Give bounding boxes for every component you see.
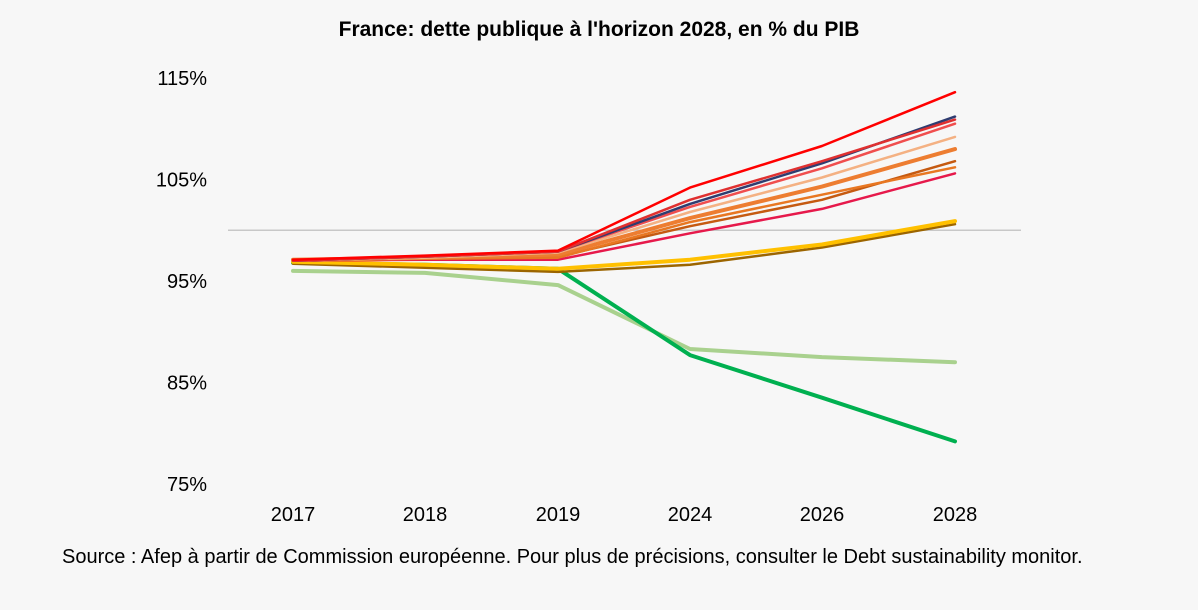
x-tick-label: 2026 [800, 504, 845, 526]
y-tick-label: 75% [167, 474, 207, 496]
series-line-13 [291, 90, 957, 261]
series-line-4 [291, 219, 957, 271]
y-tick-label: 105% [156, 170, 207, 192]
chart-source: Source : Afep à partir de Commission eur… [62, 546, 1083, 568]
series-layer [291, 90, 957, 444]
series-line-2 [291, 260, 957, 444]
y-tick-label: 85% [167, 373, 207, 395]
x-tick-label: 2024 [668, 504, 713, 526]
chart-title: France: dette publique à l'horizon 2028,… [338, 18, 860, 41]
series-line-1 [291, 268, 957, 365]
series-line-8 [291, 147, 957, 262]
x-tick-label: 2018 [403, 504, 448, 526]
x-tick-label: 2017 [271, 504, 316, 526]
y-tick-label: 115% [157, 68, 207, 90]
y-tick-label: 95% [167, 271, 207, 293]
x-axis: 2017 2018 2019 2024 2026 2028 [271, 504, 978, 526]
x-tick-label: 2019 [536, 504, 581, 526]
series-line-3 [291, 222, 957, 274]
x-tick-label: 2028 [933, 504, 978, 526]
y-axis: 75% 85% 95% 105% 115% [156, 68, 207, 496]
